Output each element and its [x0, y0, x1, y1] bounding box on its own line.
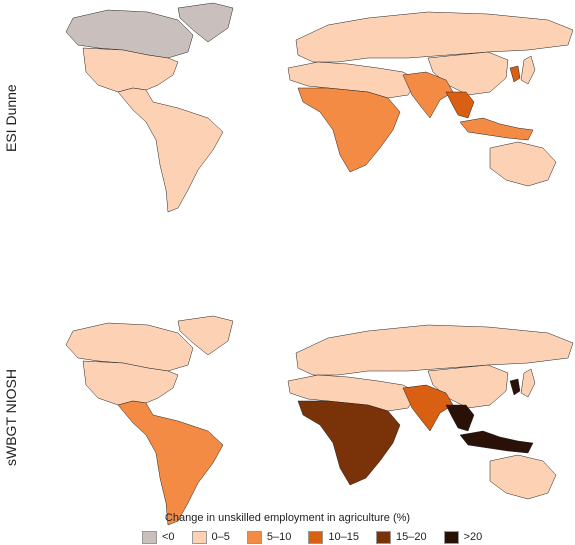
region-latam: [117, 400, 224, 526]
legend-swatch: [308, 530, 324, 544]
legend-swatch: [142, 530, 157, 544]
region-sub-saharan-africa: [297, 87, 401, 173]
region-south-asia: [402, 384, 454, 432]
region-australia: [489, 454, 557, 500]
region-usa: [82, 360, 179, 406]
world-map-esi-dunne: [65, 2, 574, 213]
region-greenland: [177, 315, 234, 356]
panel-label-bottom: sWBGT NIOSH: [3, 369, 19, 466]
region-mainland-se-asia: [445, 404, 475, 432]
region-mena: [287, 61, 419, 99]
region-japan: [520, 368, 536, 398]
region-maritime-se-asia: [459, 430, 534, 454]
legend-label: >20: [463, 531, 483, 543]
region-usa: [82, 47, 179, 93]
region-mena: [287, 374, 419, 412]
legend: <0 0–5 5–10 10–15 15–20 >20: [142, 530, 499, 544]
legend-label: 5–10: [266, 531, 292, 543]
region-europe-russia: [295, 11, 574, 63]
region-sub-saharan-africa: [297, 400, 401, 486]
region-korea: [509, 65, 521, 83]
world-map-swbgt-niosh: [65, 315, 574, 526]
legend-label: <0: [162, 531, 175, 543]
region-maritime-se-asia: [459, 117, 534, 141]
region-europe-russia: [295, 324, 574, 376]
legend-item: 0–5: [191, 530, 230, 544]
region-korea: [509, 378, 521, 396]
region-mainland-se-asia: [445, 91, 475, 119]
region-south-asia: [402, 71, 454, 119]
legend-swatch: [443, 530, 459, 544]
region-japan: [520, 55, 536, 85]
region-latam: [117, 87, 224, 213]
panel-label-top: ESI Dunne: [3, 84, 19, 152]
legend-label: 10–15: [328, 531, 359, 543]
legend-swatch: [246, 530, 262, 544]
legend-item: <0: [142, 530, 175, 544]
region-australia: [489, 141, 557, 187]
legend-item: 15–20: [375, 530, 427, 544]
legend-label: 0–5: [211, 531, 230, 543]
legend-swatch: [191, 530, 207, 544]
legend-title: Change in unskilled employment in agricu…: [164, 512, 411, 524]
legend-item: 5–10: [246, 530, 292, 544]
legend-item: 10–15: [308, 530, 359, 544]
legend-label: 15–20: [395, 531, 427, 543]
region-greenland: [177, 2, 234, 43]
legend-swatch: [375, 530, 391, 544]
legend-item: >20: [443, 530, 483, 544]
